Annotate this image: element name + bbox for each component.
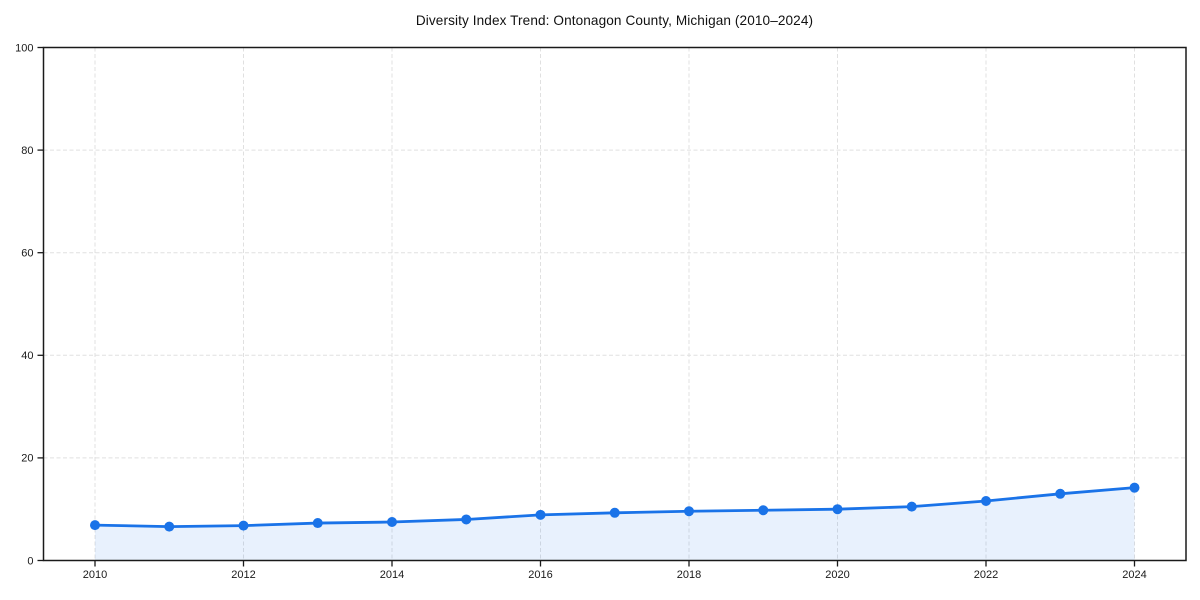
data-point-2013 <box>312 518 323 529</box>
gridlines <box>43 47 1186 561</box>
y-tick-label-0: 0 <box>27 555 33 567</box>
x-tick-label-2016: 2016 <box>528 569 552 581</box>
data-point-2023 <box>1055 488 1066 499</box>
data-point-2015 <box>461 514 472 525</box>
y-tick-label-20: 20 <box>21 453 33 465</box>
y-tick-label-40: 40 <box>21 350 33 362</box>
data-point-2019 <box>758 505 769 516</box>
data-point-2020 <box>832 504 843 515</box>
x-tick-label-2012: 2012 <box>231 569 255 581</box>
y-tick-label-100: 100 <box>15 42 33 54</box>
x-tick-label-2010: 2010 <box>83 569 107 581</box>
y-tick-label-80: 80 <box>21 145 33 157</box>
chart-title: Diversity Index Trend: Ontonagon County,… <box>415 13 814 28</box>
data-points <box>90 482 1140 532</box>
data-point-2016 <box>535 509 546 520</box>
area-fill <box>95 487 1135 561</box>
x-tick-labels: 2010 2012 2014 2016 2018 2020 2022 2024 <box>83 569 1147 581</box>
data-point-2022 <box>981 495 991 506</box>
y-tick-label-60: 60 <box>21 248 33 260</box>
x-tick-label-2022: 2022 <box>974 569 998 581</box>
plot-border <box>42 46 1187 562</box>
x-tick-label-2018: 2018 <box>677 569 701 581</box>
x-tick-label-2020: 2020 <box>825 569 849 581</box>
data-point-2014 <box>387 517 397 528</box>
x-tick-label-2014: 2014 <box>380 569 404 581</box>
tick-marks <box>37 46 1136 567</box>
x-tick-label-2024: 2024 <box>1122 569 1146 581</box>
data-point-2024 <box>1129 482 1140 493</box>
data-point-2011 <box>164 521 175 532</box>
data-point-2012 <box>238 520 249 531</box>
data-point-2010 <box>90 520 100 531</box>
data-point-2017 <box>609 507 620 518</box>
data-point-2021 <box>906 501 917 512</box>
y-tick-labels: 0 20 40 60 80 100 <box>15 42 33 567</box>
data-point-2018 <box>684 506 694 517</box>
